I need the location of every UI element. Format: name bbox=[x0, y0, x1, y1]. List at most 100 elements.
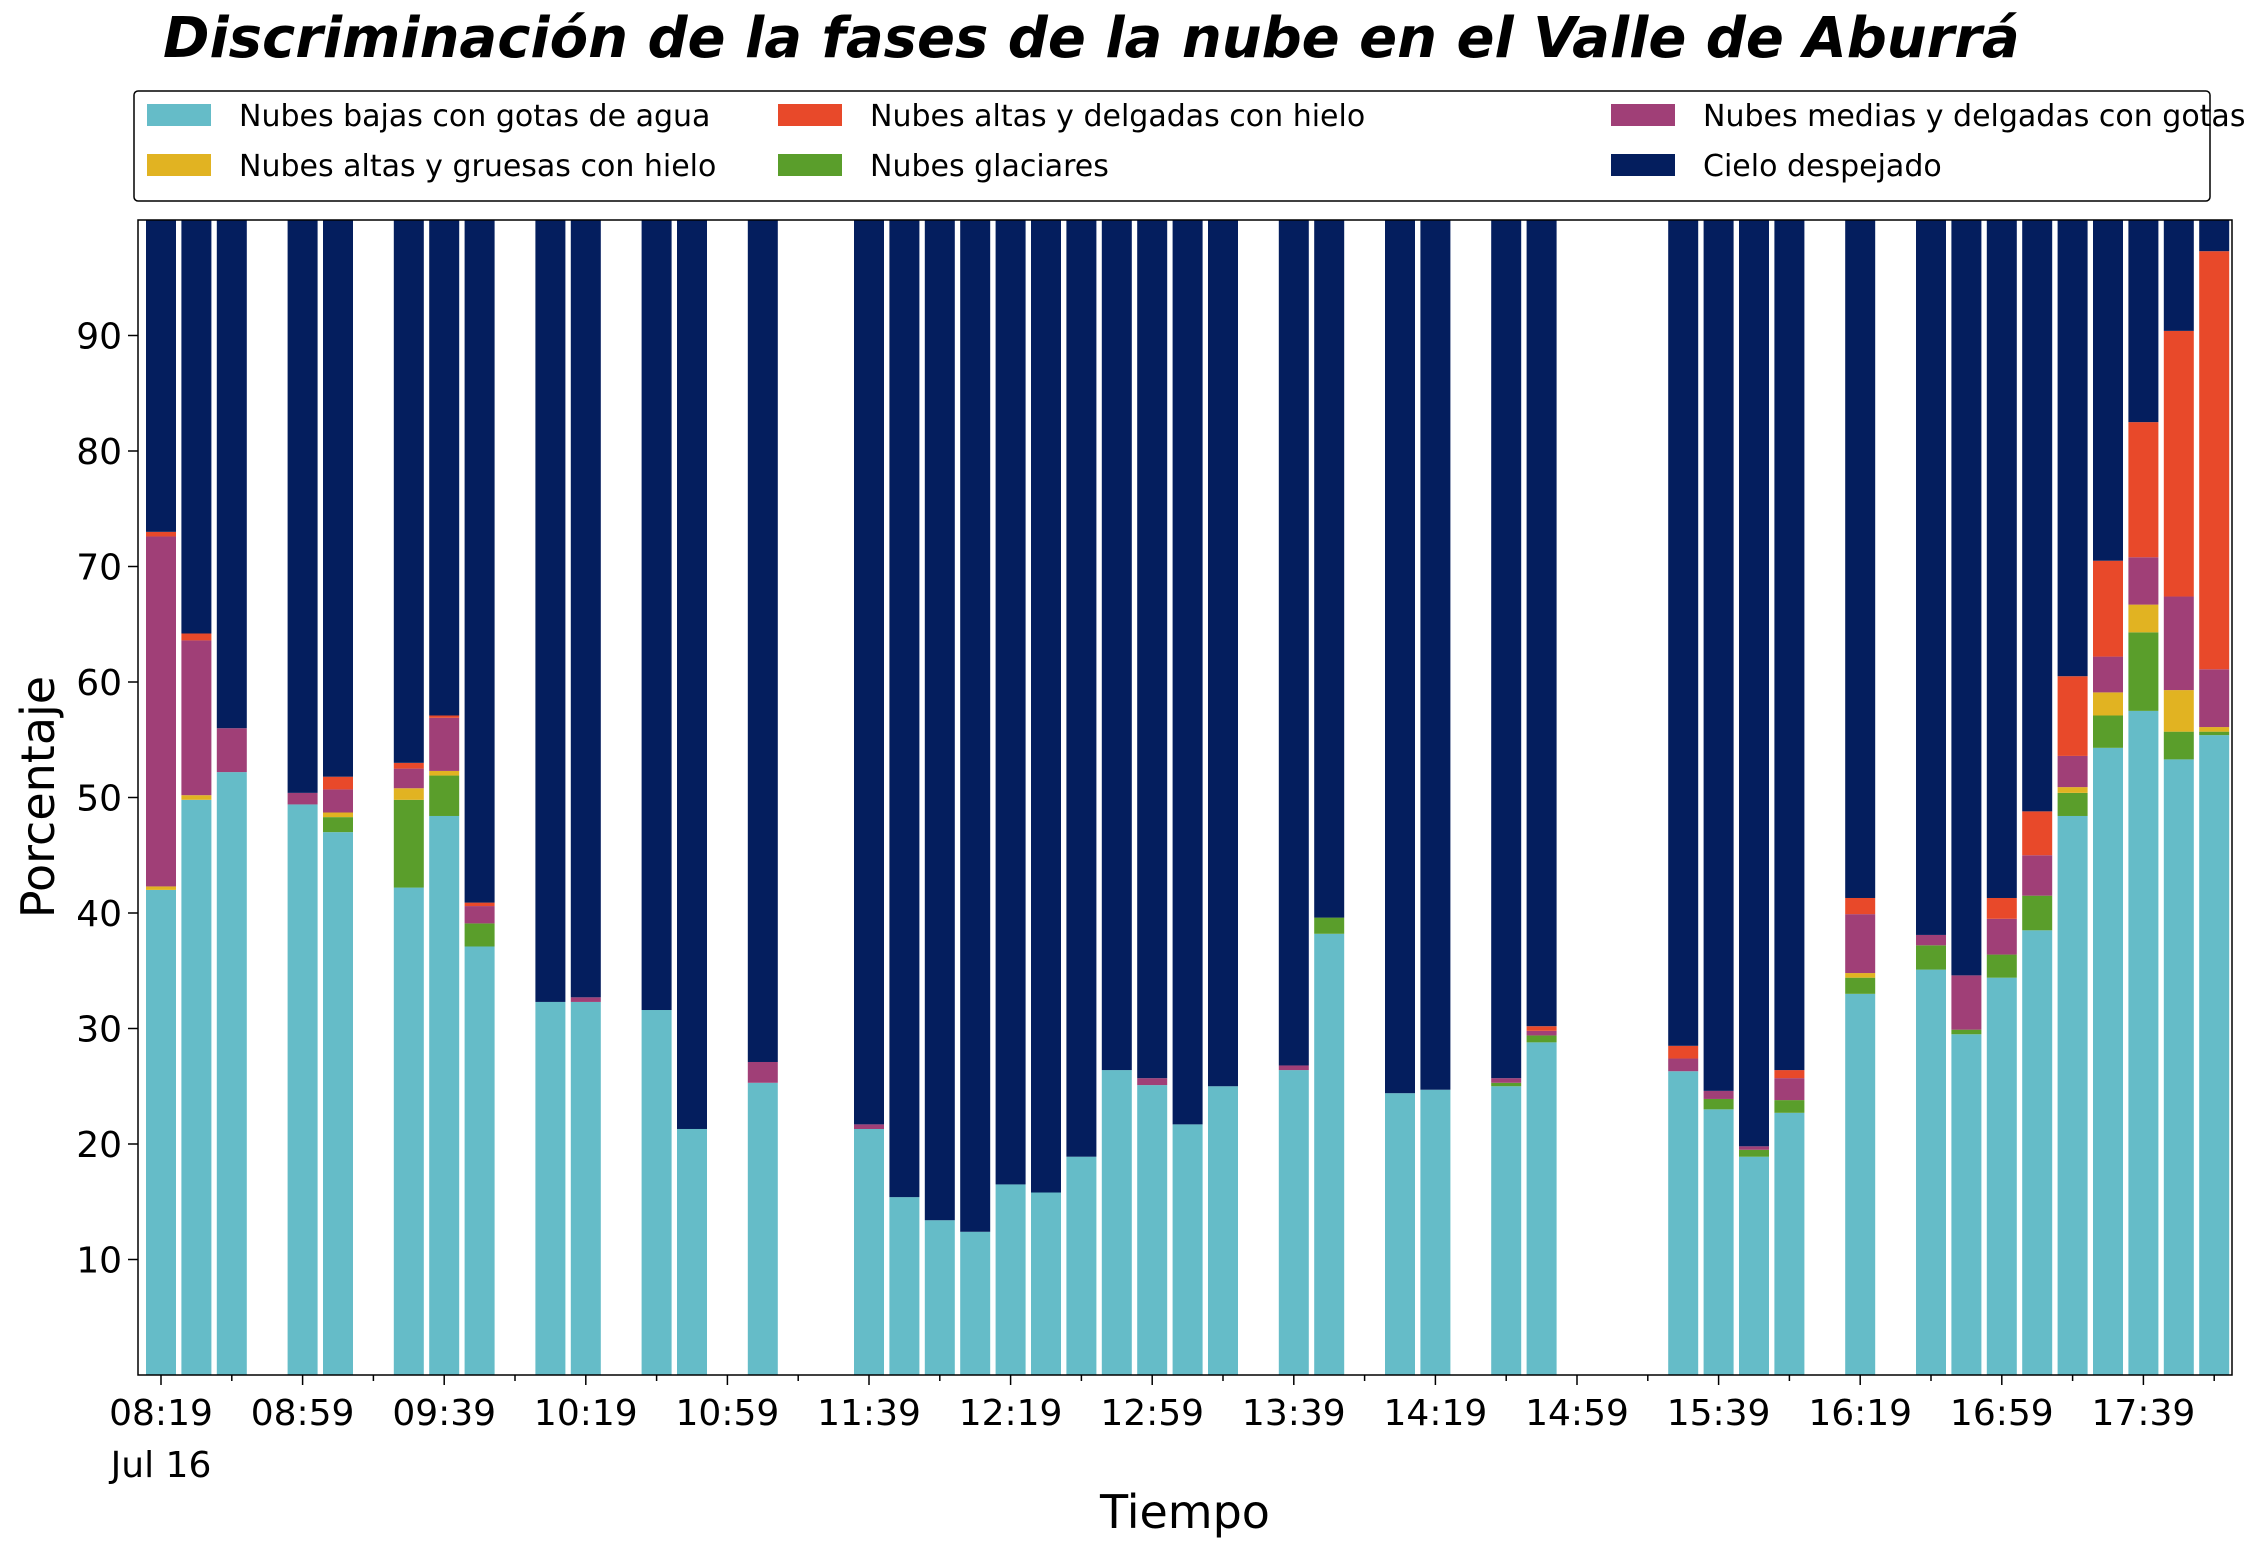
bar-segment-9-3 bbox=[570, 997, 601, 1002]
bar-segment-14-0 bbox=[889, 1197, 920, 1375]
x-tick-sublabel-0: Jul 16 bbox=[109, 1445, 212, 1486]
bar-segment-24-5 bbox=[1278, 220, 1309, 1066]
bars-group bbox=[146, 220, 2230, 1376]
bar-segment-6-5 bbox=[429, 220, 460, 716]
bar-segment-21-5 bbox=[1137, 220, 1168, 1079]
x-tick-label-11: 15:39 bbox=[1667, 1393, 1771, 1434]
bar-segment-35-3 bbox=[1916, 934, 1946, 946]
bar-segment-16-0 bbox=[960, 1231, 991, 1375]
bar-segment-35-5 bbox=[1916, 220, 1946, 935]
bar-segment-32-3 bbox=[1739, 1146, 1769, 1150]
bar-segment-12-3 bbox=[747, 1061, 778, 1083]
bar-segment-1-4 bbox=[181, 633, 212, 641]
bar-segment-18-5 bbox=[1031, 220, 1061, 1193]
bar-segment-39-2 bbox=[2057, 787, 2088, 793]
bar-segment-40-3 bbox=[2093, 656, 2123, 693]
bar-segment-10-0 bbox=[641, 1010, 672, 1375]
bar-segment-38-5 bbox=[2022, 220, 2053, 812]
bar-32 bbox=[1739, 220, 1769, 1375]
bar-segment-38-3 bbox=[2022, 855, 2053, 896]
bar-segment-35-1 bbox=[1916, 945, 1946, 970]
bar-38 bbox=[2022, 220, 2053, 1375]
bar-24 bbox=[1278, 220, 1309, 1375]
bar-segment-13-0 bbox=[854, 1128, 884, 1375]
bar-23 bbox=[1208, 220, 1238, 1375]
bar-25 bbox=[1314, 220, 1345, 1375]
bar-segment-6-0 bbox=[429, 815, 460, 1375]
bar-segment-1-2 bbox=[181, 795, 212, 800]
bar-segment-34-4 bbox=[1845, 897, 1876, 915]
bar-segment-4-4 bbox=[323, 776, 353, 790]
bar-21 bbox=[1137, 220, 1168, 1375]
x-tick-label-3: 10:19 bbox=[534, 1393, 638, 1434]
bar-segment-3-0 bbox=[287, 804, 318, 1375]
bar-segment-34-2 bbox=[1845, 973, 1876, 978]
bar-segment-29-0 bbox=[1526, 1042, 1557, 1375]
y-axis-label: Porcentaje bbox=[11, 676, 65, 918]
bar-segment-6-1 bbox=[429, 775, 460, 816]
bar-segment-41-0 bbox=[2128, 710, 2159, 1376]
bar-segment-23-5 bbox=[1208, 220, 1238, 1087]
bar-segment-42-2 bbox=[2163, 690, 2194, 732]
bar-segment-34-1 bbox=[1845, 977, 1876, 994]
bar-segment-41-2 bbox=[2128, 604, 2159, 633]
bar-segment-9-0 bbox=[570, 1001, 601, 1375]
bar-segment-7-4 bbox=[464, 902, 495, 907]
bar-segment-35-0 bbox=[1916, 969, 1946, 1375]
y-tick-label-6: 70 bbox=[76, 548, 122, 589]
bar-6 bbox=[429, 220, 460, 1375]
bar-segment-30-0 bbox=[1668, 1071, 1699, 1375]
bar-12 bbox=[747, 220, 778, 1375]
bar-37 bbox=[1986, 220, 2017, 1375]
bar-segment-20-5 bbox=[1101, 220, 1132, 1071]
bar-segment-7-1 bbox=[464, 923, 495, 947]
x-tick-label-1: 08:59 bbox=[251, 1393, 355, 1434]
x-tick-label-7: 12:59 bbox=[1100, 1393, 1204, 1434]
bar-segment-17-5 bbox=[995, 220, 1026, 1185]
bar-15 bbox=[924, 220, 955, 1375]
bar-segment-4-5 bbox=[323, 220, 353, 777]
bar-segment-36-0 bbox=[1951, 1034, 1982, 1375]
bar-20 bbox=[1101, 220, 1132, 1375]
bar-segment-5-2 bbox=[393, 788, 424, 800]
bar-3 bbox=[287, 220, 318, 1375]
bar-segment-43-5 bbox=[2199, 220, 2230, 252]
x-axis: 08:19 Jul 16 08:59 09:39 10:19 10:59 11:39 12:1… bbox=[109, 1375, 2215, 1486]
bar-segment-6-4 bbox=[429, 715, 460, 718]
bar-segment-28-3 bbox=[1491, 1078, 1522, 1083]
bar-segment-31-3 bbox=[1703, 1090, 1734, 1099]
bar-segment-5-4 bbox=[393, 762, 424, 769]
bar-segment-30-5 bbox=[1668, 220, 1699, 1046]
bar-segment-2-3 bbox=[216, 728, 247, 773]
bar-segment-40-5 bbox=[2093, 220, 2123, 561]
bar-segment-18-0 bbox=[1031, 1192, 1061, 1375]
bar-segment-23-0 bbox=[1208, 1086, 1238, 1375]
bar-segment-37-1 bbox=[1986, 954, 2017, 978]
bar-segment-25-1 bbox=[1314, 917, 1345, 934]
bar-30 bbox=[1668, 220, 1699, 1375]
bar-segment-4-0 bbox=[323, 832, 353, 1375]
bar-segment-32-5 bbox=[1739, 220, 1769, 1147]
bar-segment-36-5 bbox=[1951, 220, 1982, 976]
bar-segment-39-5 bbox=[2057, 220, 2088, 677]
bar-segment-17-0 bbox=[995, 1184, 1026, 1375]
bar-segment-33-0 bbox=[1774, 1112, 1805, 1375]
bar-4 bbox=[323, 220, 353, 1375]
bar-segment-31-0 bbox=[1703, 1109, 1734, 1375]
chart-title: Discriminación de la fases de la nube en… bbox=[163, 6, 2020, 71]
x-tick-label-4: 10:59 bbox=[676, 1393, 780, 1434]
bar-11 bbox=[677, 220, 707, 1375]
bar-39 bbox=[2057, 220, 2088, 1375]
bar-segment-24-0 bbox=[1278, 1070, 1309, 1375]
bar-28 bbox=[1491, 220, 1522, 1375]
legend-swatch-3 bbox=[1611, 104, 1675, 126]
bar-segment-0-5 bbox=[146, 220, 176, 532]
bar-segment-3-5 bbox=[287, 220, 318, 793]
bar-segment-39-3 bbox=[2057, 755, 2088, 788]
bar-27 bbox=[1420, 220, 1451, 1375]
bar-segment-42-5 bbox=[2163, 220, 2194, 331]
y-tick-label-4: 50 bbox=[76, 779, 122, 820]
bar-segment-6-3 bbox=[429, 717, 460, 771]
bar-19 bbox=[1066, 220, 1097, 1375]
